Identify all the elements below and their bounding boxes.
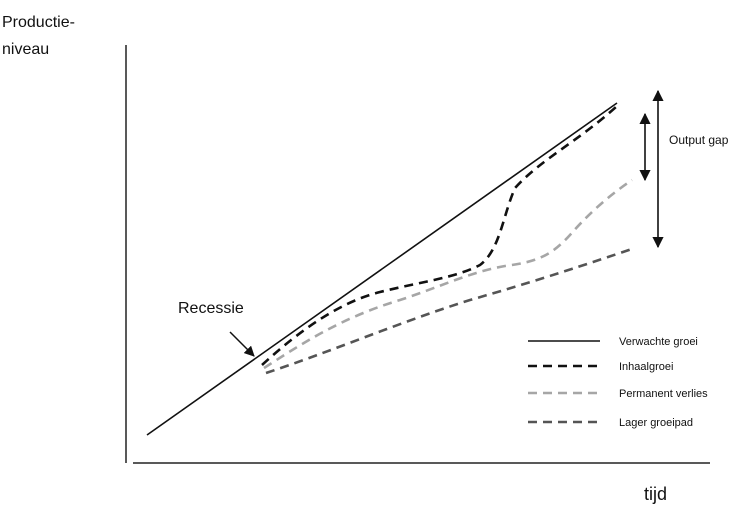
legend-label-lower-growth-path: Lager groeipad bbox=[619, 417, 693, 429]
catch-up-growth-line bbox=[261, 105, 618, 366]
legend-label-permanent-loss: Permanent verlies bbox=[619, 388, 708, 400]
legend-label-catch-up-growth: Inhaalgroei bbox=[619, 361, 673, 373]
permanent-loss-line bbox=[263, 178, 633, 370]
legend-label-expected-growth: Verwachte groei bbox=[619, 336, 698, 348]
y-axis-label-line2: niveau bbox=[2, 41, 49, 58]
recession-arrow bbox=[229, 331, 255, 357]
expected-growth-line bbox=[146, 102, 618, 436]
output-gap-label: Output gap bbox=[669, 133, 729, 147]
lower-growth-path-line bbox=[265, 247, 633, 375]
x-axis-label: tijd bbox=[644, 484, 667, 504]
legend: Verwachte groei Inhaalgroei Permanent ve… bbox=[528, 336, 708, 429]
y-axis-label-line1: Productie- bbox=[2, 14, 75, 31]
recession-label: Recessie bbox=[178, 300, 244, 317]
